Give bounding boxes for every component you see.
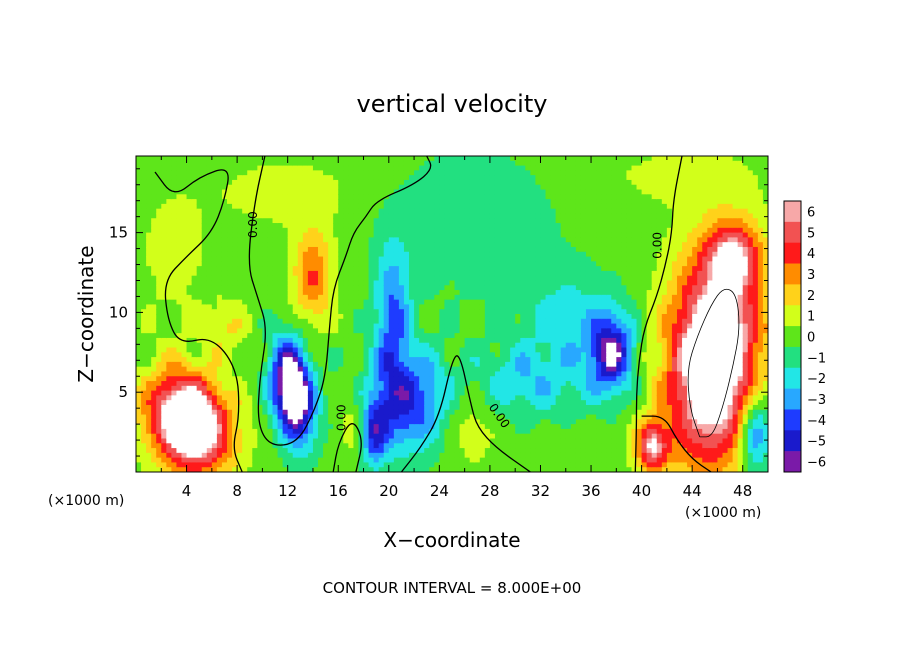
- colorbar-swatch: [784, 367, 801, 389]
- colorbar-label: 3: [807, 268, 815, 283]
- plot-frame: [135, 155, 769, 473]
- zero-contours: [154, 156, 740, 472]
- velocity-field: [136, 156, 768, 472]
- zero-contour-line: [248, 156, 432, 446]
- x-axis: 4 8 12 16 20 24 28 32 36 40 44 48: [160, 156, 752, 500]
- x-tick-label: 44: [683, 482, 702, 500]
- colorbar-label: −5: [807, 435, 826, 450]
- colorbar-label: −6: [807, 456, 826, 471]
- colorbar-swatch: [784, 326, 801, 348]
- x-tick-label: 4: [182, 482, 192, 500]
- colorbar-label: 6: [807, 205, 815, 220]
- contour-label: 0.00: [246, 211, 260, 238]
- colorbar-label: 4: [807, 247, 815, 262]
- x-tick-label: 8: [232, 482, 242, 500]
- zero-contour-line: [332, 423, 362, 472]
- colorbar-label: 0: [807, 331, 815, 346]
- colorbar-label: −4: [807, 414, 826, 429]
- zero-contour-line: [634, 156, 683, 472]
- colorbar-swatch: [784, 221, 801, 243]
- colorbar: 6 5 4 3 2 1 0 −1 −2 −3 −4 −5 −6: [783, 200, 826, 473]
- zero-contour-line: [154, 169, 243, 472]
- y-tick-label: 10: [109, 303, 128, 321]
- colorbar-swatch: [784, 284, 801, 306]
- x-tick-label: 36: [581, 482, 600, 500]
- x-tick-label: 12: [278, 482, 297, 500]
- colorbar-swatch: [784, 388, 801, 410]
- x-tick-label: 32: [531, 482, 550, 500]
- colorbar-swatch: [784, 430, 801, 452]
- x-tick-label: 48: [733, 482, 752, 500]
- y-tick-label: 5: [118, 383, 128, 401]
- x-unit-right: (×1000 m): [685, 505, 761, 521]
- y-axis: 5 10 15: [109, 168, 768, 457]
- colorbar-label: −2: [807, 372, 826, 387]
- colorbar-label: −1: [807, 351, 826, 366]
- x-unit-left: (×1000 m): [48, 493, 124, 509]
- colorbar-frame: [783, 200, 802, 473]
- x-axis-label: X−coordinate: [383, 528, 520, 552]
- colorbar-swatch: [784, 346, 801, 369]
- x-tick-label: 20: [379, 482, 398, 500]
- x-tick-label: 24: [430, 482, 449, 500]
- contour-label: 0.00: [651, 232, 665, 259]
- zero-contour-line: [641, 415, 712, 472]
- colorbar-swatch: [784, 201, 801, 223]
- x-tick-label: 28: [480, 482, 499, 500]
- zero-contour-line: [400, 355, 531, 472]
- colorbar-swatch: [784, 242, 801, 264]
- x-tick-label: 40: [632, 482, 651, 500]
- colorbar-swatch: [784, 263, 801, 285]
- y-tick-label: 15: [109, 224, 128, 242]
- colorbar-swatch: [784, 409, 801, 431]
- colorbar-label: −3: [807, 393, 826, 408]
- colorbar-label: 5: [807, 226, 815, 241]
- colorbar-swatch: [784, 305, 801, 327]
- x-tick-label: 16: [329, 482, 348, 500]
- chart-title: vertical velocity: [357, 90, 548, 118]
- plot-area: 0.000.00 0.000.00: [136, 156, 768, 472]
- y-axis-label: Z−coordinate: [74, 245, 98, 382]
- colorbar-label: 1: [807, 310, 815, 325]
- contour-interval-note: CONTOUR INTERVAL = 8.000E+00: [323, 579, 582, 597]
- contour-label: 0.00: [335, 404, 349, 431]
- inner-contour-line: [687, 288, 740, 438]
- colorbar-label: 2: [807, 289, 815, 304]
- colorbar-swatch: [784, 451, 801, 473]
